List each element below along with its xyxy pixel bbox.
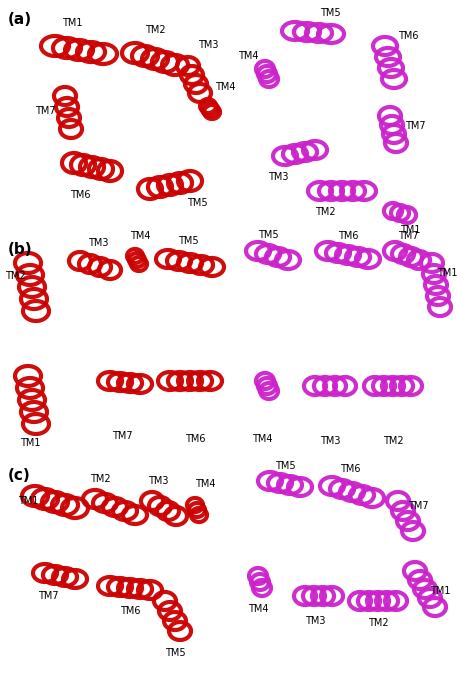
Text: (a): (a)	[8, 12, 32, 26]
Text: TM3: TM3	[88, 238, 108, 248]
Text: TM6: TM6	[185, 434, 205, 444]
Text: TM1: TM1	[400, 225, 420, 235]
Text: TM1: TM1	[18, 496, 38, 506]
Text: TM3: TM3	[320, 436, 340, 446]
Text: TM5: TM5	[275, 461, 295, 471]
Text: TM4: TM4	[195, 479, 215, 489]
Text: TM2: TM2	[145, 25, 165, 35]
Text: TM7: TM7	[408, 501, 428, 511]
Text: TM2: TM2	[368, 618, 388, 628]
Text: TM6: TM6	[398, 31, 418, 41]
Text: TM2: TM2	[5, 271, 25, 281]
Text: TM4: TM4	[252, 434, 272, 444]
Text: TM1: TM1	[62, 18, 82, 28]
Text: TM5: TM5	[178, 236, 198, 246]
Text: TM4: TM4	[130, 231, 150, 241]
Text: TM4: TM4	[248, 604, 268, 614]
Text: TM7: TM7	[37, 591, 58, 601]
Text: TM5: TM5	[258, 230, 278, 240]
Text: TM6: TM6	[120, 606, 140, 616]
Text: TM3: TM3	[198, 40, 218, 50]
Text: TM7: TM7	[398, 231, 418, 241]
Text: TM7: TM7	[405, 121, 425, 131]
Text: TM2: TM2	[315, 207, 335, 217]
Text: (b): (b)	[8, 241, 32, 256]
Text: TM1: TM1	[430, 586, 450, 596]
Text: TM1: TM1	[20, 438, 40, 448]
Text: TM6: TM6	[70, 190, 90, 200]
Text: TM3: TM3	[305, 616, 325, 626]
Text: TM2: TM2	[90, 474, 110, 484]
Text: TM7: TM7	[35, 106, 55, 116]
Text: TM7: TM7	[112, 431, 133, 441]
Text: (c): (c)	[8, 468, 31, 484]
Text: TM6: TM6	[338, 231, 358, 241]
Text: TM4: TM4	[238, 51, 258, 61]
Text: TM4: TM4	[215, 82, 235, 92]
Text: TM5: TM5	[187, 198, 207, 208]
Text: TM2: TM2	[383, 436, 404, 446]
Text: TM1: TM1	[437, 268, 457, 278]
Text: TM6: TM6	[340, 464, 360, 474]
Text: TM3: TM3	[268, 172, 288, 182]
Text: TM5: TM5	[165, 648, 185, 658]
Text: TM5: TM5	[320, 8, 340, 18]
Text: TM3: TM3	[148, 476, 168, 486]
